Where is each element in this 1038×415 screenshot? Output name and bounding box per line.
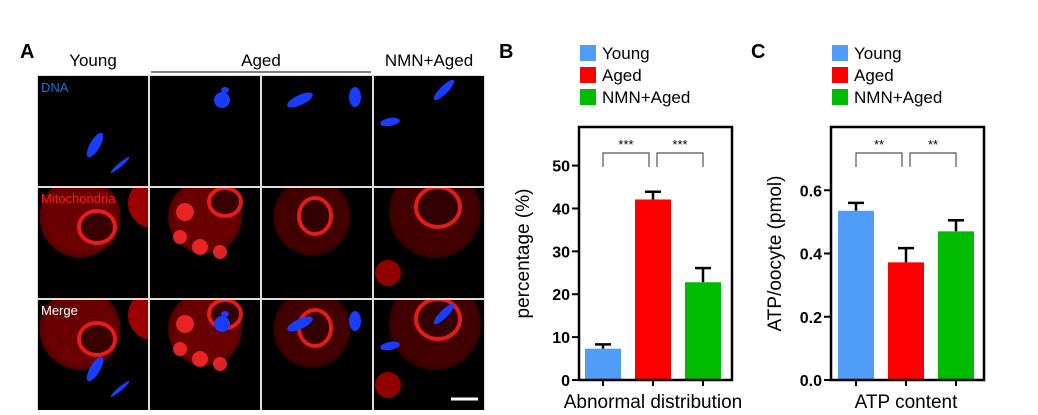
legend-swatch xyxy=(832,89,848,105)
y-tick-label: 10 xyxy=(552,330,570,347)
row-label-dna: DNA xyxy=(41,80,69,95)
y-tick-label: 20 xyxy=(552,287,570,304)
y-axis-label: percentage (%) xyxy=(513,189,534,319)
micrograph-cell xyxy=(262,188,372,298)
bar-aged xyxy=(635,199,671,380)
legend-label: Young xyxy=(602,44,650,63)
significance-bracket xyxy=(855,152,903,167)
micrograph-cell xyxy=(262,76,372,186)
significance-bracket xyxy=(602,152,650,167)
column-title-young: Young xyxy=(69,51,117,70)
y-tick-label: 0.6 xyxy=(800,183,822,200)
bar-nmn-aged xyxy=(938,231,974,380)
y-tick-label: 50 xyxy=(552,159,570,176)
micrograph-cell xyxy=(374,76,484,186)
x-axis-label: ATP content xyxy=(855,392,959,413)
panel-label: B xyxy=(499,41,513,63)
legend-swatch xyxy=(832,67,848,83)
significance-label: ** xyxy=(928,137,938,152)
panel-label: C xyxy=(751,41,765,63)
legend-swatch xyxy=(580,89,596,105)
x-axis-label: Abnormal distribution xyxy=(564,392,742,413)
panel-b-chart: B Young Aged NMN+Aged 0 10 20 30 40 50 *** *** Abnor… xyxy=(499,41,742,413)
legend-swatch xyxy=(832,45,848,61)
column-title-aged: Aged xyxy=(241,51,281,70)
y-tick-label: 0.0 xyxy=(800,373,822,390)
significance-bracket xyxy=(656,152,704,167)
microscopy-grid xyxy=(37,75,485,410)
panel-label-a: A xyxy=(20,41,34,63)
y-tick-label: 0.4 xyxy=(800,247,822,264)
legend-swatch xyxy=(580,45,596,61)
micrograph-cell xyxy=(38,300,148,410)
column-title-nmn-aged: NMN+Aged xyxy=(385,51,473,70)
micrograph-cell xyxy=(38,188,148,298)
legend-label: NMN+Aged xyxy=(602,88,690,107)
legend-swatch xyxy=(580,67,596,83)
bar-young xyxy=(585,348,621,380)
micrograph-cell xyxy=(374,300,484,410)
bar-young xyxy=(838,210,874,380)
micrograph-cell xyxy=(262,300,372,410)
legend-label: NMN+Aged xyxy=(854,88,942,107)
micrograph-cell xyxy=(374,188,484,298)
micrograph-cell xyxy=(150,76,260,186)
plot-frame xyxy=(577,125,734,382)
y-tick-label: 0.2 xyxy=(800,310,822,327)
row-label-mitochondria: Mitochondria xyxy=(41,191,116,206)
bar-aged xyxy=(888,262,924,380)
bar-nmn-aged xyxy=(685,282,721,380)
y-tick-label: 0 xyxy=(561,373,570,390)
significance-label: *** xyxy=(672,137,687,152)
legend-label: Young xyxy=(854,44,902,63)
y-tick-label: 30 xyxy=(552,244,570,261)
row-label-merge: Merge xyxy=(41,303,78,318)
significance-label: ** xyxy=(874,137,884,152)
y-axis-label: ATP/oocyte (pmol) xyxy=(765,176,786,332)
panel-c-chart: C Young Aged NMN+Aged 0.0 0.2 0.4 0.6 ** ** ATP co… xyxy=(751,41,986,413)
panel-a: A Young Aged NMN+Aged DNA Mitochondria M… xyxy=(20,41,485,410)
micrograph-cell xyxy=(38,76,148,186)
legend-label: Aged xyxy=(602,66,642,85)
significance-label: *** xyxy=(618,137,633,152)
micrograph-cell xyxy=(150,188,260,298)
significance-bracket xyxy=(909,152,957,167)
y-tick-label: 40 xyxy=(552,201,570,218)
micrograph-cell xyxy=(150,300,260,410)
legend-label: Aged xyxy=(854,66,894,85)
